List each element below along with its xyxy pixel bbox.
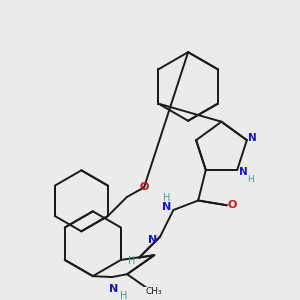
Text: N: N [148,235,157,244]
Text: H: H [163,193,170,202]
Text: N: N [162,202,171,212]
Text: H: H [247,175,254,184]
Text: CH₃: CH₃ [146,287,162,296]
Text: H: H [128,256,135,266]
Text: N: N [238,167,247,177]
Text: O: O [228,200,237,210]
Text: N: N [248,133,257,143]
Text: H: H [120,291,127,300]
Text: O: O [139,182,149,193]
Text: N: N [109,284,119,293]
